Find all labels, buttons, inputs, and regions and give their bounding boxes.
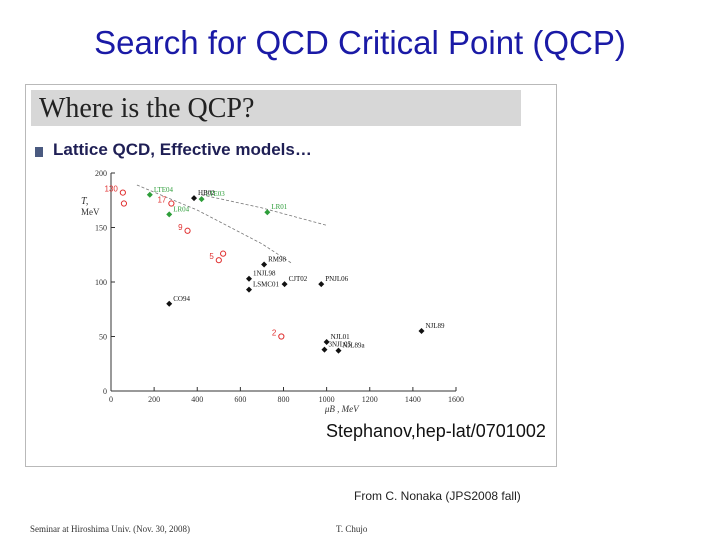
y-tick-label: 0 (103, 387, 107, 396)
data-point-label: CJT02 (289, 275, 308, 283)
data-point-label: 17 (157, 196, 166, 205)
data-point-diamond (418, 328, 425, 335)
data-point-label: 9 (178, 223, 183, 232)
figure-header-band: Where is the QCP? (31, 90, 521, 126)
data-point-diamond (335, 347, 342, 354)
data-point-label: NJL89 (426, 322, 446, 330)
data-point-diamond (166, 300, 173, 307)
x-tick-label: 0 (109, 395, 113, 404)
data-point-open-circle (220, 250, 227, 257)
y-tick-label: 150 (95, 224, 107, 233)
x-tick-label: 1600 (448, 395, 464, 404)
x-tick-label: 600 (234, 395, 246, 404)
data-point-label: 130 (105, 185, 119, 194)
footer-author: T. Chujo (336, 524, 368, 534)
y-tick-label: 50 (99, 333, 107, 342)
x-tick-label: 200 (148, 395, 160, 404)
data-point-open-circle (168, 200, 175, 207)
data-point-diamond (264, 209, 271, 216)
data-point-label: RM98 (268, 256, 286, 264)
data-point-label: CO94 (173, 295, 190, 303)
chart-axes: 0 200 400 600 800 1000 1200 1400 1600 0 50 100 150 20… (81, 169, 464, 414)
data-point-diamond (321, 346, 328, 353)
data-point-label: NJL89a (342, 342, 365, 350)
data-point-label: LTE04 (154, 186, 174, 194)
x-tick-label: 400 (191, 395, 203, 404)
data-point-label: HB02 (198, 189, 215, 197)
data-point-diamond (146, 191, 153, 198)
data-point-diamond (246, 275, 252, 282)
chart-points: LTE04 LTE03 LR01 LR04 HB02 NJL89 CO94 RM98 1NJL9… (105, 185, 446, 354)
footer-seminar: Seminar at Hiroshima Univ. (Nov. 30, 200… (30, 524, 191, 534)
data-point-diamond (323, 338, 330, 345)
y-tick-label: 100 (95, 278, 107, 287)
data-point-diamond (166, 211, 173, 218)
data-point-label: LR01 (271, 203, 287, 211)
figure-header: Where is the QCP? (39, 93, 255, 124)
x-axis-label: μB , MeV (324, 404, 360, 414)
x-tick-label: 1200 (362, 395, 378, 404)
x-tick-label: 800 (278, 395, 290, 404)
data-point-label: LTE03 (206, 190, 226, 198)
data-point-label: NJL01 (331, 333, 351, 341)
source-caption: From C. Nonaka (JPS2008 fall) (354, 489, 521, 503)
data-point-open-circle (119, 189, 126, 196)
data-point-label: 1NJL98 (253, 270, 276, 278)
slide-title: Search for QCD Critical Point (QCP) (94, 24, 626, 61)
y-tick-label: 200 (95, 169, 107, 178)
data-point-label: 2 (272, 329, 277, 338)
bullet-square-icon (35, 147, 43, 157)
data-point-diamond (191, 195, 198, 202)
data-point-label: 5 (209, 252, 214, 261)
data-point-open-circle (278, 333, 285, 340)
x-tick-label: 1400 (405, 395, 421, 404)
data-point-label: LSMC01 (253, 281, 280, 289)
chart-lines (136, 184, 327, 264)
figure-bullet-text: Lattice QCD, Effective models… (53, 140, 312, 159)
data-point-diamond (318, 281, 325, 288)
figure-panel: Where is the QCP? Lattice QCD, Effective… (25, 84, 557, 467)
data-point-diamond (261, 261, 268, 268)
phase-diagram-chart: 0 200 400 600 800 1000 1200 1400 1600 0 50 100 150 20… (81, 169, 464, 414)
data-point-label: 3NJL05 (328, 341, 351, 349)
data-point-open-circle (215, 257, 222, 264)
dashed-curve (201, 194, 327, 226)
data-point-open-circle (120, 200, 128, 207)
data-point-diamond (281, 281, 288, 288)
data-point-diamond (246, 286, 252, 293)
dashed-curve (136, 184, 293, 264)
data-point-diamond (198, 196, 205, 203)
y-axis-label-top: T, (81, 196, 88, 207)
data-point-label: PNJL06 (325, 275, 348, 283)
data-point-label: LR04 (173, 205, 189, 213)
x-tick-label: 1000 (319, 395, 335, 404)
figure-citation: Stephanov,hep-lat/0701002 (326, 421, 546, 441)
data-point-open-circle (184, 227, 191, 234)
y-axis-label-bottom: MeV (81, 207, 100, 217)
